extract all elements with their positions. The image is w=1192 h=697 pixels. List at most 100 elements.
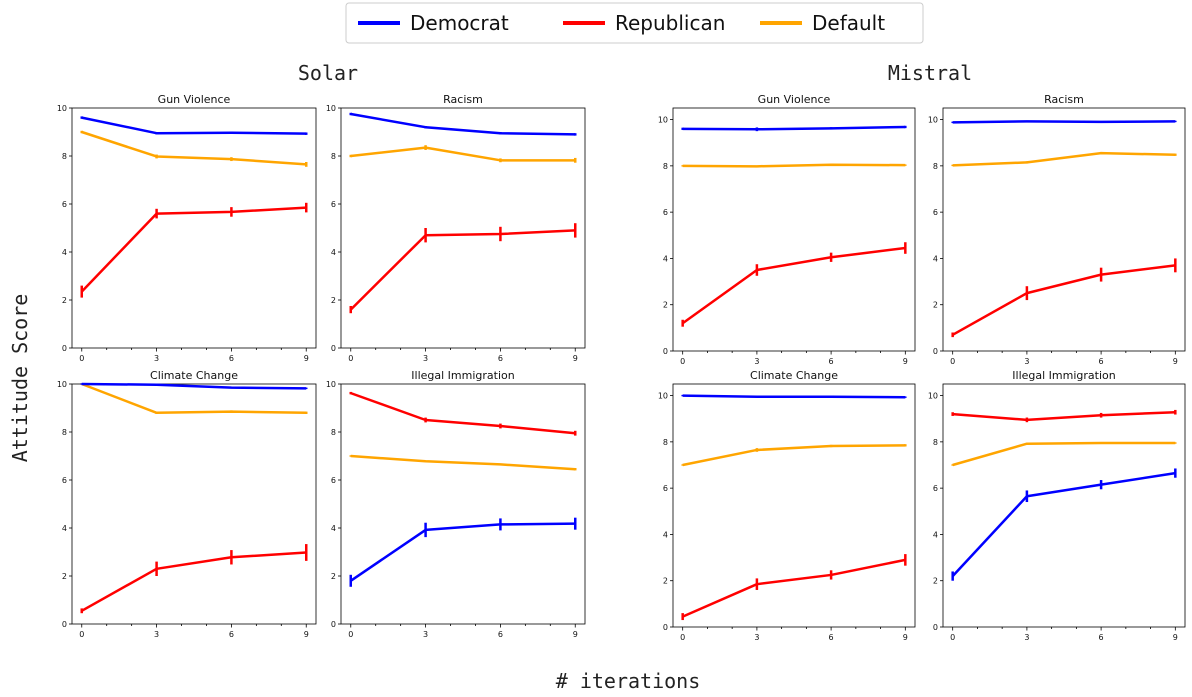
y-tick-label: 6 <box>331 476 336 485</box>
y-tick-label: 10 <box>57 380 67 389</box>
x-tick-label: 6 <box>829 633 834 642</box>
group-title-solar: Solar <box>298 61 358 85</box>
series-default <box>349 145 577 163</box>
series-democrat <box>951 120 1177 124</box>
y-tick-label: 4 <box>62 248 67 257</box>
y-tick-label: 0 <box>663 347 668 356</box>
y-tick-label: 10 <box>658 392 668 401</box>
series-line-republican <box>952 410 1176 422</box>
y-tick-label: 8 <box>62 152 67 161</box>
series-line-democrat <box>350 112 576 136</box>
axes-frame <box>942 383 1186 628</box>
x-tick-label: 6 <box>229 630 234 639</box>
series-line-default <box>952 151 1176 167</box>
series-line-default <box>350 146 576 162</box>
y-tick-label: 6 <box>331 200 336 209</box>
panel-solar-gun-violence: Gun Violence 0 2 4 6 8 10 0 3 6 9 <box>57 93 317 363</box>
series-democrat <box>80 116 308 135</box>
y-tick-label: 10 <box>326 380 336 389</box>
y-tick-label: 0 <box>62 344 67 353</box>
series-line-democrat <box>682 394 906 399</box>
legend-label-republican: Republican <box>615 11 725 35</box>
axes-frame <box>340 107 586 349</box>
x-tick-label: 6 <box>498 630 503 639</box>
y-tick-label: 10 <box>326 104 336 113</box>
x-tick-label: 9 <box>903 357 908 366</box>
x-tick-label: 0 <box>950 633 955 642</box>
panel-title: Racism <box>1044 93 1084 106</box>
legend-label-default: Default <box>812 11 885 35</box>
y-tick-label: 8 <box>663 162 668 171</box>
y-tick-label: 0 <box>331 344 336 353</box>
panel-title: Illegal Immigration <box>411 369 514 382</box>
x-tick-label: 9 <box>573 630 578 639</box>
series-democrat <box>681 394 907 399</box>
y-tick-label: 4 <box>331 524 336 533</box>
x-tick-label: 3 <box>423 354 428 363</box>
y-tick-label: 0 <box>663 623 668 632</box>
panel-title: Gun Violence <box>158 93 231 106</box>
series-line-default <box>81 382 307 415</box>
y-tick-label: 10 <box>928 116 938 125</box>
x-tick-label: 6 <box>1099 357 1104 366</box>
x-tick-label: 6 <box>1099 633 1104 642</box>
series-line-default <box>682 444 906 467</box>
series-republican <box>951 258 1177 338</box>
series-line-democrat <box>682 125 906 131</box>
y-tick-label: 2 <box>933 301 938 310</box>
series-default <box>681 163 907 168</box>
series-republican <box>80 202 308 298</box>
x-tick-label: 3 <box>754 633 759 642</box>
y-tick-label: 6 <box>663 208 668 217</box>
panel-solar-climate-change: Climate Change 0 2 4 6 8 10 0 3 6 9 <box>57 369 317 639</box>
y-tick-label: 8 <box>663 438 668 447</box>
axes-frame <box>942 107 1186 352</box>
panel-title: Climate Change <box>150 369 238 382</box>
series-republican <box>681 554 907 621</box>
series-line-republican <box>952 264 1176 336</box>
y-tick-label: 6 <box>62 200 67 209</box>
x-tick-label: 3 <box>154 354 159 363</box>
series-democrat <box>681 125 907 132</box>
y-tick-label: 2 <box>331 296 336 305</box>
y-tick-label: 2 <box>933 577 938 586</box>
x-tick-label: 0 <box>680 633 685 642</box>
y-tick-label: 8 <box>62 428 67 437</box>
x-tick-label: 6 <box>229 354 234 363</box>
x-tick-label: 9 <box>1173 357 1178 366</box>
y-tick-label: 2 <box>663 301 668 310</box>
series-democrat <box>80 382 308 390</box>
y-tick-label: 8 <box>933 162 938 171</box>
series-republican <box>80 544 308 614</box>
panel-title: Illegal Immigration <box>1012 369 1115 382</box>
y-tick-label: 2 <box>62 296 67 305</box>
panel-mistral-gun-violence: Gun Violence 0 2 4 6 8 10 0 3 6 9 <box>658 93 916 366</box>
x-tick-label: 9 <box>304 354 309 363</box>
series-democrat <box>349 112 577 136</box>
series-default <box>681 444 907 467</box>
y-tick-label: 4 <box>663 254 668 263</box>
series-democrat <box>349 517 577 587</box>
x-tick-label: 6 <box>829 357 834 366</box>
y-tick-label: 10 <box>57 104 67 113</box>
y-tick-label: 0 <box>62 620 67 629</box>
y-tick-label: 2 <box>62 572 67 581</box>
y-tick-label: 4 <box>331 248 336 257</box>
x-tick-label: 0 <box>680 357 685 366</box>
axes-frame <box>71 107 317 349</box>
panel-solar-racism: Racism 0 2 4 6 8 10 0 3 6 9 <box>326 93 586 363</box>
x-tick-label: 9 <box>1173 633 1178 642</box>
panel-mistral-racism: Racism 0 2 4 6 8 10 0 3 6 9 <box>928 93 1186 366</box>
series-line-republican <box>350 391 576 435</box>
series-line-republican <box>81 551 307 612</box>
series-republican <box>349 391 577 436</box>
axes-frame <box>672 383 916 628</box>
panels: Gun Violence 0 2 4 6 8 10 0 3 6 9 Racism 0 2 4 6 8 10 0 3 6 9… <box>57 93 1186 642</box>
series-line-democrat <box>81 116 307 135</box>
series-line-republican <box>80 206 307 293</box>
x-tick-label: 3 <box>754 357 759 366</box>
series-line-republican <box>349 229 576 311</box>
y-tick-label: 4 <box>663 530 668 539</box>
x-tick-label: 9 <box>903 633 908 642</box>
y-tick-label: 4 <box>62 524 67 533</box>
